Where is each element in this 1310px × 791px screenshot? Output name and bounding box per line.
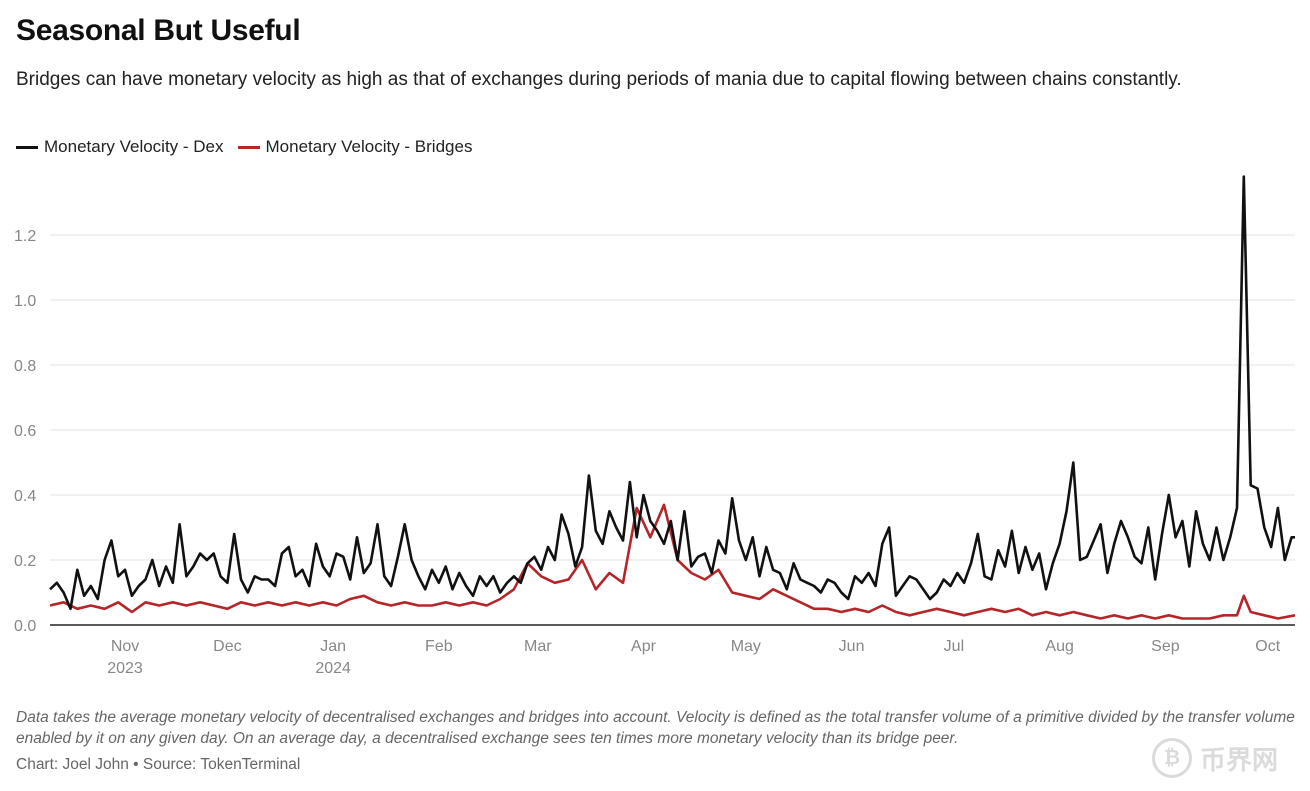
y-tick-label: 0.6 [14,423,36,440]
y-tick-label: 1.2 [14,228,36,245]
watermark-logo-icon: ₿ [1152,738,1192,778]
x-tick-label: Aug [1045,638,1073,655]
chart-subtitle: Bridges can have monetary velocity as hi… [16,69,1182,90]
series-line-dex [49,175,1295,611]
legend-item-bridges: Monetary Velocity - Bridges [237,137,473,157]
y-tick-label: 0.0 [14,618,36,635]
y-tick-label: 0.8 [14,358,36,375]
legend-label-dex: Monetary Velocity - Dex [44,137,224,156]
x-tick-label: Oct [1255,638,1280,655]
x-tick-year-label: 2023 [107,660,143,677]
chart-legend: Monetary Velocity - Dex Monetary Velocit… [16,137,486,157]
x-tick-year-label: 2024 [315,660,351,677]
x-tick-label: Sep [1151,638,1180,655]
legend-item-dex: Monetary Velocity - Dex [16,137,224,157]
line-chart: 0.0 0.2 0.4 0.6 0.8 1.0 1.2 Nov 2023 Dec Jan 2024 Fe… [14,175,1296,677]
x-tick-label: Apr [631,638,657,655]
y-tick-label: 0.4 [14,488,36,505]
legend-swatch-dex [16,145,38,149]
x-tick-label: Jan [320,638,346,655]
x-tick-label: Feb [425,638,453,655]
legend-label-bridges: Monetary Velocity - Bridges [265,137,473,156]
x-tick-label: May [731,638,761,655]
watermark-text: 币界网 [1200,744,1279,775]
y-tick-label: 1.0 [14,293,36,310]
series-line-bridges [49,503,1296,620]
watermark: ₿ 币界网 [1152,738,1278,778]
chart-footnote: Data takes the average monetary velocity… [16,709,1295,747]
x-tick-label: Jun [839,638,865,655]
chart-title: Seasonal But Useful [16,14,301,47]
y-tick-label: 0.2 [14,553,36,570]
legend-swatch-bridges [237,145,260,149]
x-tick-label: Dec [213,638,241,655]
x-tick-label: Jul [944,638,964,655]
x-tick-label: Nov [111,638,139,655]
x-tick-label: Mar [524,638,552,655]
chart-credit: Chart: Joel John • Source: TokenTerminal [16,756,301,773]
